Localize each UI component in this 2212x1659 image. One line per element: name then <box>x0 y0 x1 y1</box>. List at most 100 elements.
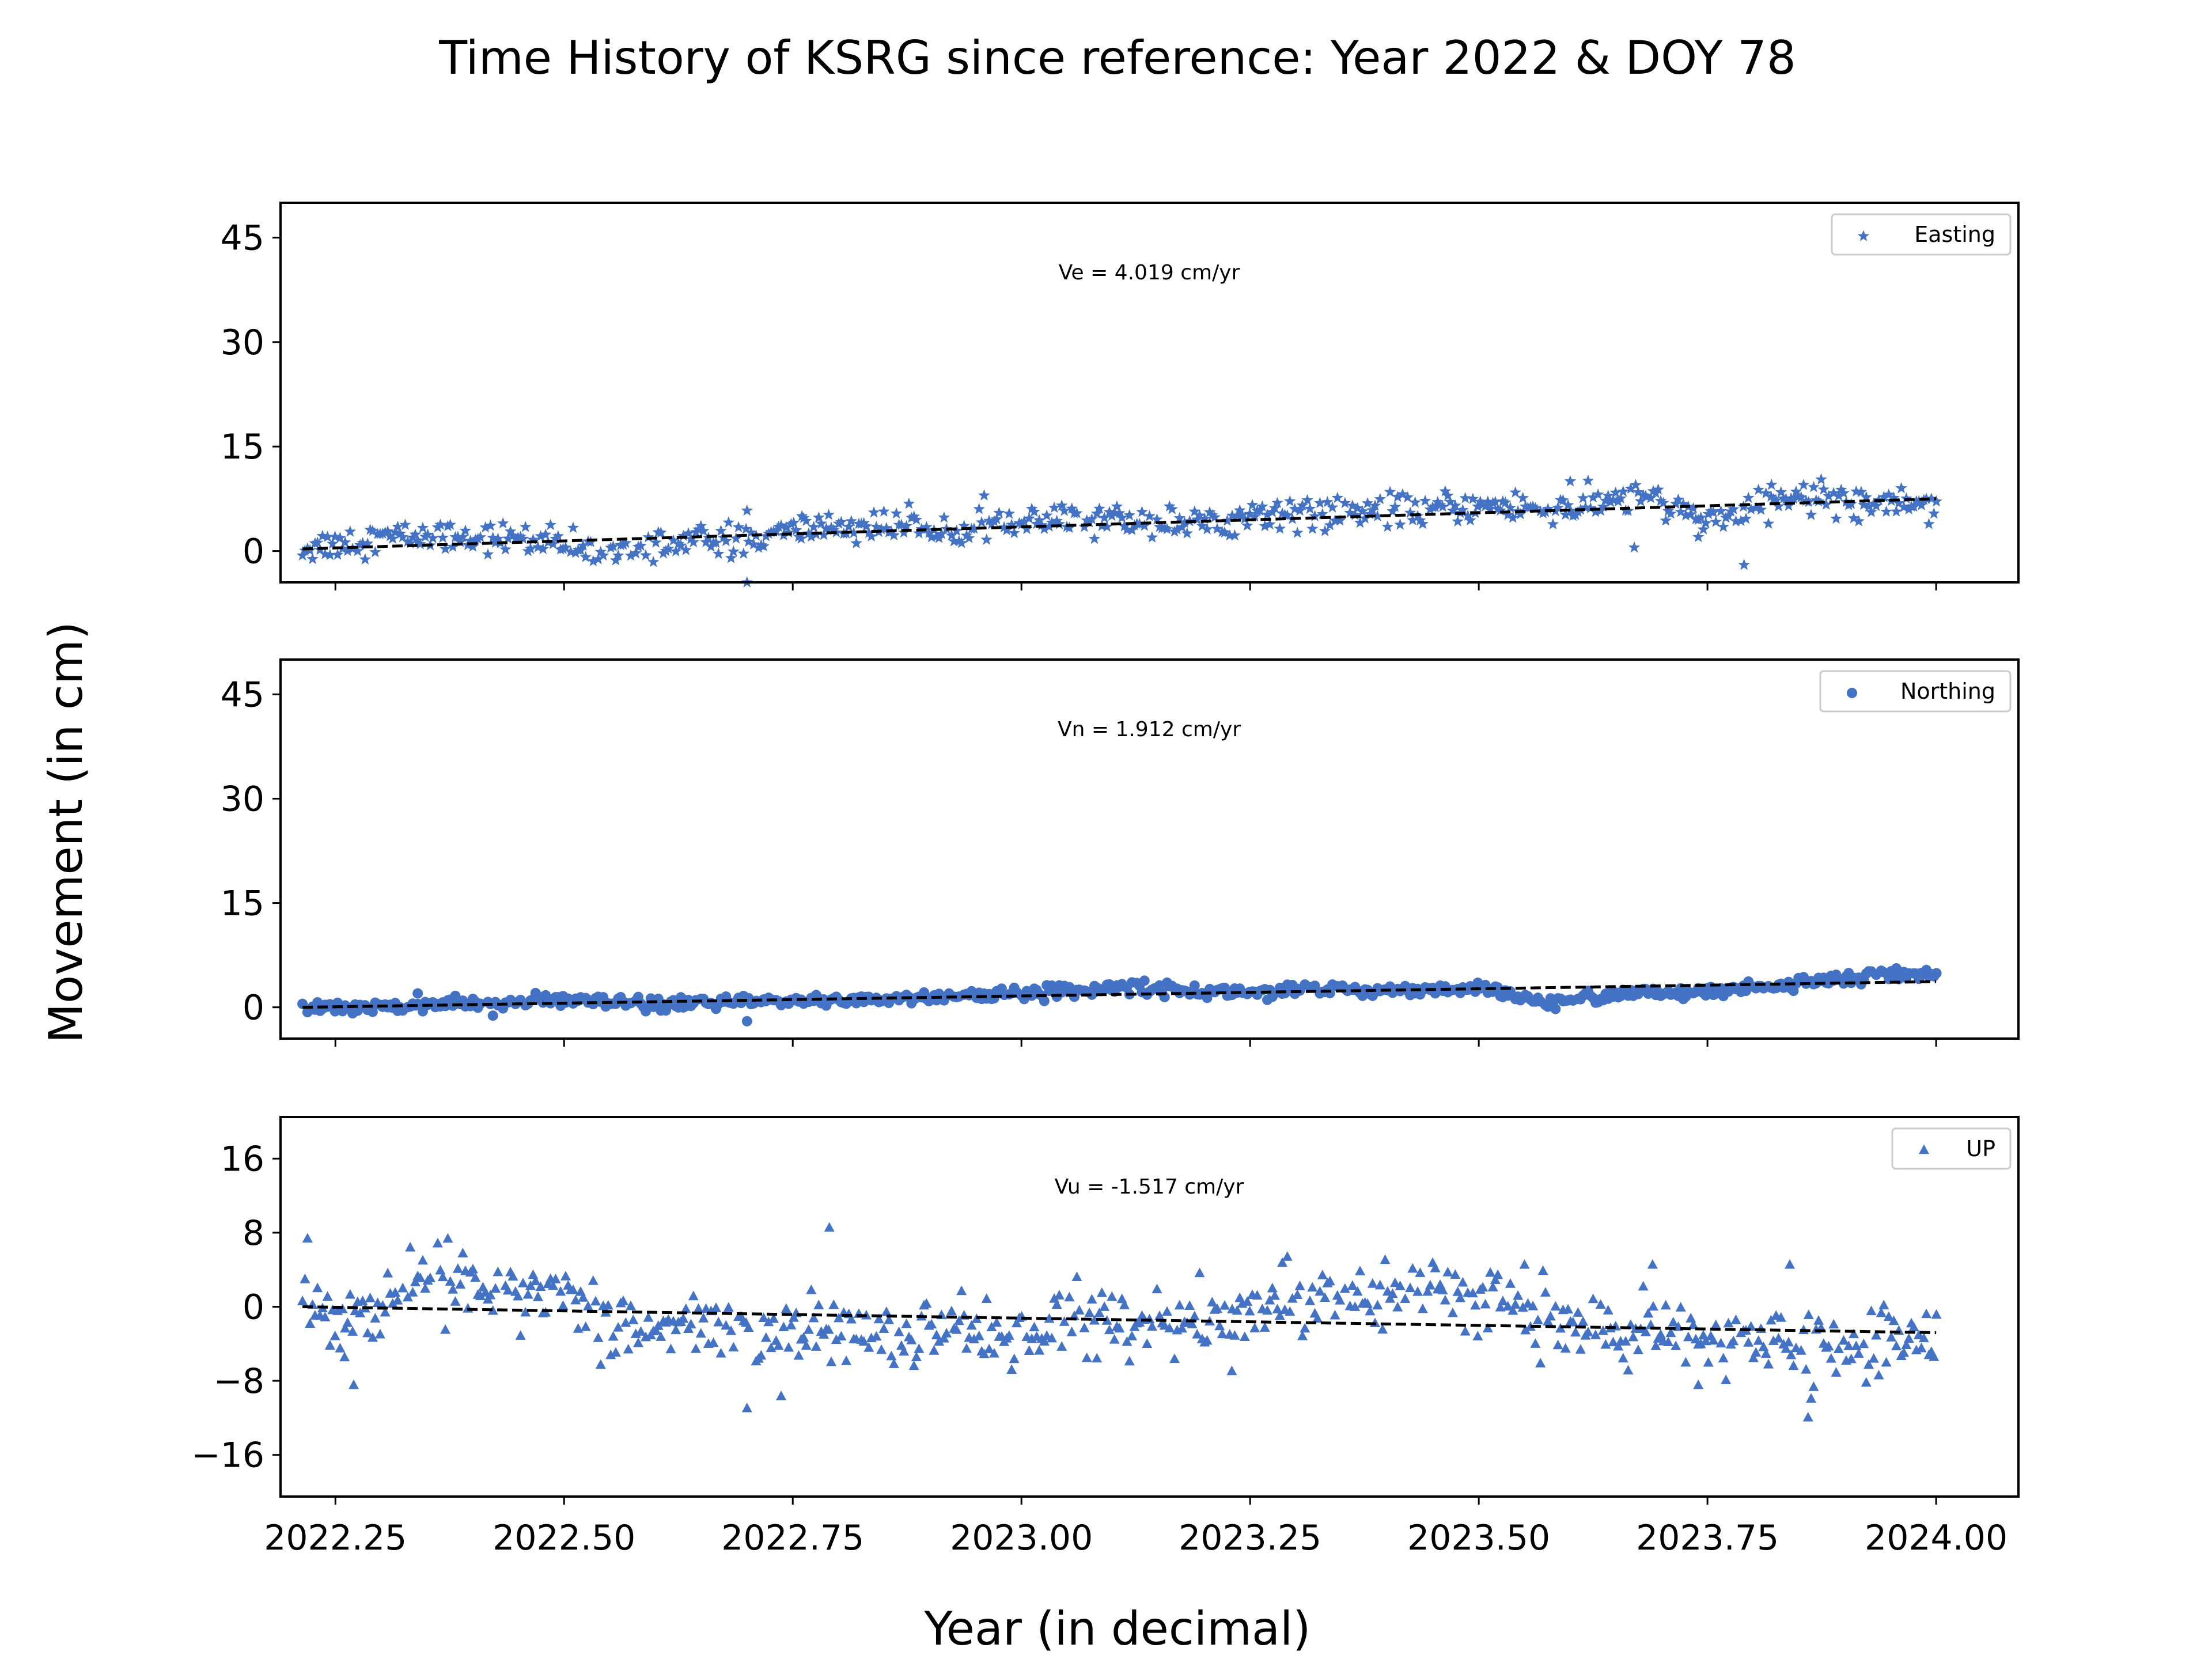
data-point-easting <box>1194 509 1206 521</box>
data-point-up <box>721 1320 732 1330</box>
data-point-easting <box>1051 514 1063 527</box>
data-point-easting <box>1745 503 1757 514</box>
data-point-up <box>1387 1288 1398 1298</box>
data-point-up <box>405 1241 416 1252</box>
data-point-up <box>756 1350 767 1360</box>
legend-northing: Northing <box>1819 670 2012 713</box>
data-point-up <box>911 1351 922 1362</box>
data-point-up <box>1878 1300 1889 1310</box>
data-point-up <box>1931 1309 1942 1319</box>
data-point-up <box>974 1330 984 1340</box>
data-point-up <box>1608 1336 1619 1347</box>
data-point-easting <box>1133 517 1146 529</box>
data-point-up <box>783 1342 794 1352</box>
data-point-up <box>1242 1296 1253 1306</box>
data-point-up <box>881 1306 892 1316</box>
data-point-up <box>908 1360 919 1370</box>
data-point-up <box>1597 1325 1608 1335</box>
data-point-easting <box>1018 515 1031 527</box>
data-point-easting <box>1737 501 1749 512</box>
data-point-easting <box>908 510 920 522</box>
data-point-up <box>926 1319 937 1329</box>
data-point-up <box>1843 1340 1854 1350</box>
velocity-annotation-northing: Vn = 1.912 cm/yr <box>1058 718 1241 741</box>
data-point-up <box>1916 1342 1927 1353</box>
data-point-easting <box>1865 506 1877 517</box>
data-point-easting <box>843 520 855 532</box>
data-point-up <box>826 1356 837 1366</box>
data-point-easting <box>748 538 760 550</box>
data-point-up <box>1718 1353 1729 1363</box>
data-point-easting <box>587 555 599 567</box>
data-point-up <box>1883 1311 1894 1321</box>
data-point-easting <box>1609 486 1622 498</box>
data-point-up <box>1643 1308 1654 1318</box>
data-point-easting <box>732 521 745 533</box>
data-point-easting <box>1419 494 1431 506</box>
data-point-easting <box>1271 497 1283 508</box>
data-point-up <box>824 1222 835 1232</box>
data-point-up <box>420 1283 431 1293</box>
data-point-up <box>1380 1254 1391 1264</box>
data-point-easting <box>828 524 840 535</box>
data-point-easting <box>597 549 609 561</box>
data-point-easting <box>1476 498 1489 510</box>
data-point-easting <box>524 543 537 554</box>
data-point-up <box>1352 1286 1363 1296</box>
data-point-easting <box>1048 501 1060 513</box>
data-point-up <box>1292 1289 1303 1300</box>
data-point-up <box>608 1331 619 1341</box>
data-point-up <box>836 1331 847 1341</box>
data-point-easting <box>454 536 467 547</box>
data-point-up <box>1728 1335 1739 1346</box>
data-point-easting <box>968 522 980 534</box>
data-point-up <box>1051 1299 1062 1309</box>
data-point-northing <box>1550 1003 1561 1014</box>
data-point-easting <box>1234 504 1246 516</box>
data-point-up <box>365 1293 376 1302</box>
data-point-easting <box>1188 505 1201 517</box>
data-point-easting <box>544 518 556 531</box>
data-point-easting <box>1071 507 1083 518</box>
data-point-up <box>329 1330 340 1340</box>
data-point-up <box>951 1324 962 1334</box>
data-point-easting <box>1289 502 1301 514</box>
data-point-easting <box>1121 523 1133 535</box>
data-point-up <box>1274 1310 1285 1320</box>
data-point-up <box>1187 1319 1198 1328</box>
data-point-up <box>1377 1324 1388 1334</box>
data-point-easting <box>1354 516 1366 528</box>
data-point-up <box>620 1317 631 1327</box>
data-point-easting <box>1890 505 1903 517</box>
data-point-easting <box>780 521 793 533</box>
data-point-up <box>1024 1345 1035 1355</box>
data-point-easting <box>850 537 862 548</box>
data-point-easting <box>452 531 464 542</box>
data-point-easting <box>1394 518 1406 530</box>
data-point-up <box>1802 1412 1813 1422</box>
data-point-easting <box>1484 502 1497 514</box>
data-point-up <box>1903 1333 1914 1343</box>
data-point-easting <box>537 543 549 555</box>
data-point-easting <box>1326 501 1339 513</box>
data-point-easting <box>960 529 973 541</box>
data-point-up <box>1543 1316 1554 1325</box>
data-point-easting <box>1291 527 1304 538</box>
data-point-up <box>758 1312 769 1323</box>
data-point-easting <box>1369 499 1381 511</box>
data-point-easting <box>860 520 873 532</box>
data-point-easting <box>402 535 414 547</box>
data-point-easting <box>1396 488 1409 499</box>
data-point-up <box>1285 1306 1296 1316</box>
data-point-up <box>1785 1259 1796 1269</box>
data-point-easting <box>1038 522 1051 534</box>
data-point-up <box>1502 1301 1513 1310</box>
data-point-easting <box>1025 502 1038 514</box>
data-point-up <box>1633 1344 1643 1354</box>
data-point-easting <box>958 520 970 531</box>
data-point-up <box>1918 1332 1929 1343</box>
data-point-up <box>723 1302 734 1312</box>
data-point-up <box>515 1330 526 1340</box>
data-point-easting <box>805 531 817 542</box>
data-point-easting <box>682 527 695 539</box>
